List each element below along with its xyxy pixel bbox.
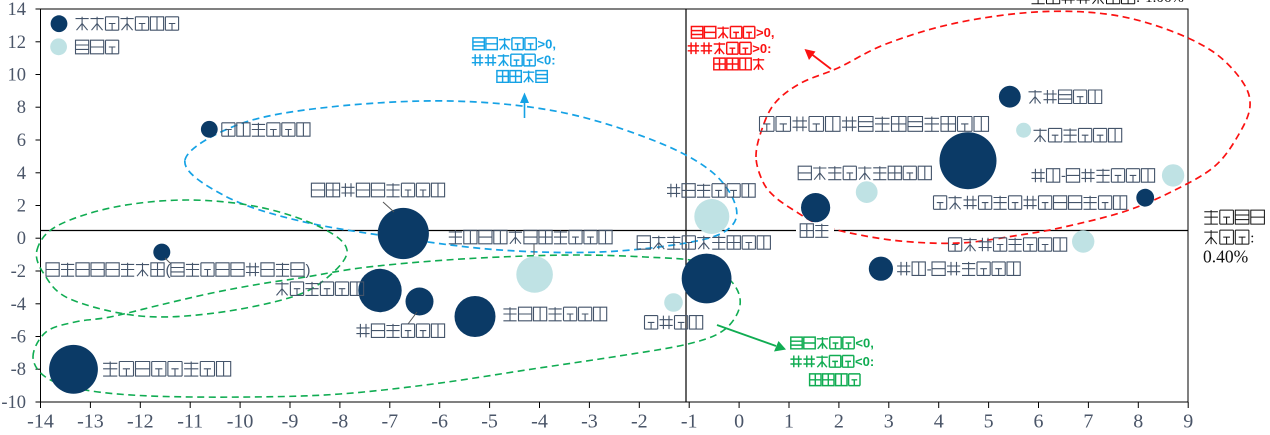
- svg-text:12: 12: [8, 33, 27, 53]
- svg-text:-4: -4: [11, 295, 26, 315]
- svg-text:0: 0: [17, 229, 26, 249]
- svg-text:-14: -14: [27, 411, 54, 431]
- svg-text:<0:: <0:: [536, 53, 555, 68]
- svg-text:-10: -10: [1, 393, 26, 413]
- svg-text:8: 8: [17, 98, 26, 118]
- svg-text:-2: -2: [11, 262, 26, 282]
- svg-text:>0,: >0,: [756, 25, 774, 40]
- svg-text:>0:: >0:: [752, 41, 771, 56]
- svg-text:-: -: [927, 261, 932, 278]
- svg-text:14: 14: [8, 0, 27, 20]
- svg-text:<0:: <0:: [855, 354, 874, 369]
- svg-text::-1.06%: :-1.06%: [1136, 0, 1184, 6]
- svg-text:-8: -8: [332, 411, 349, 431]
- svg-text:8: 8: [1133, 411, 1143, 431]
- svg-text:9: 9: [1183, 411, 1193, 431]
- svg-text:0: 0: [734, 411, 744, 431]
- svg-text:6: 6: [1034, 411, 1044, 431]
- svg-text:6: 6: [17, 131, 26, 151]
- svg-text:-12: -12: [127, 411, 154, 431]
- svg-text:-: -: [1061, 168, 1066, 185]
- svg-text:-13: -13: [77, 411, 104, 431]
- svg-text:7: 7: [1083, 411, 1093, 431]
- svg-text:-3: -3: [581, 411, 598, 431]
- svg-text:2: 2: [17, 197, 26, 217]
- svg-text:<0,: <0,: [855, 336, 873, 351]
- svg-text:-7: -7: [381, 411, 398, 431]
- svg-text:2: 2: [834, 411, 844, 431]
- svg-text:4: 4: [17, 164, 26, 184]
- svg-text:-11: -11: [177, 411, 203, 431]
- svg-text:10: 10: [8, 66, 27, 86]
- svg-text:-1: -1: [681, 411, 698, 431]
- svg-text:3: 3: [884, 411, 894, 431]
- svg-text:-8: -8: [11, 360, 26, 380]
- svg-text:-10: -10: [227, 411, 254, 431]
- svg-text:-6: -6: [431, 411, 448, 431]
- svg-text:1: 1: [784, 411, 794, 431]
- svg-text:-9: -9: [282, 411, 299, 431]
- svg-text:>0,: >0,: [538, 36, 556, 51]
- svg-text:5: 5: [984, 411, 994, 431]
- svg-text:-5: -5: [481, 411, 498, 431]
- svg-text:0.40%: 0.40%: [1203, 247, 1248, 267]
- svg-text:4: 4: [934, 411, 944, 431]
- svg-text:-4: -4: [531, 411, 548, 431]
- svg-text::: :: [1250, 230, 1254, 246]
- svg-text:-2: -2: [631, 411, 648, 431]
- svg-text:-6: -6: [11, 328, 26, 348]
- svg-text:(: (: [166, 262, 171, 279]
- svg-text:): ): [306, 262, 311, 279]
